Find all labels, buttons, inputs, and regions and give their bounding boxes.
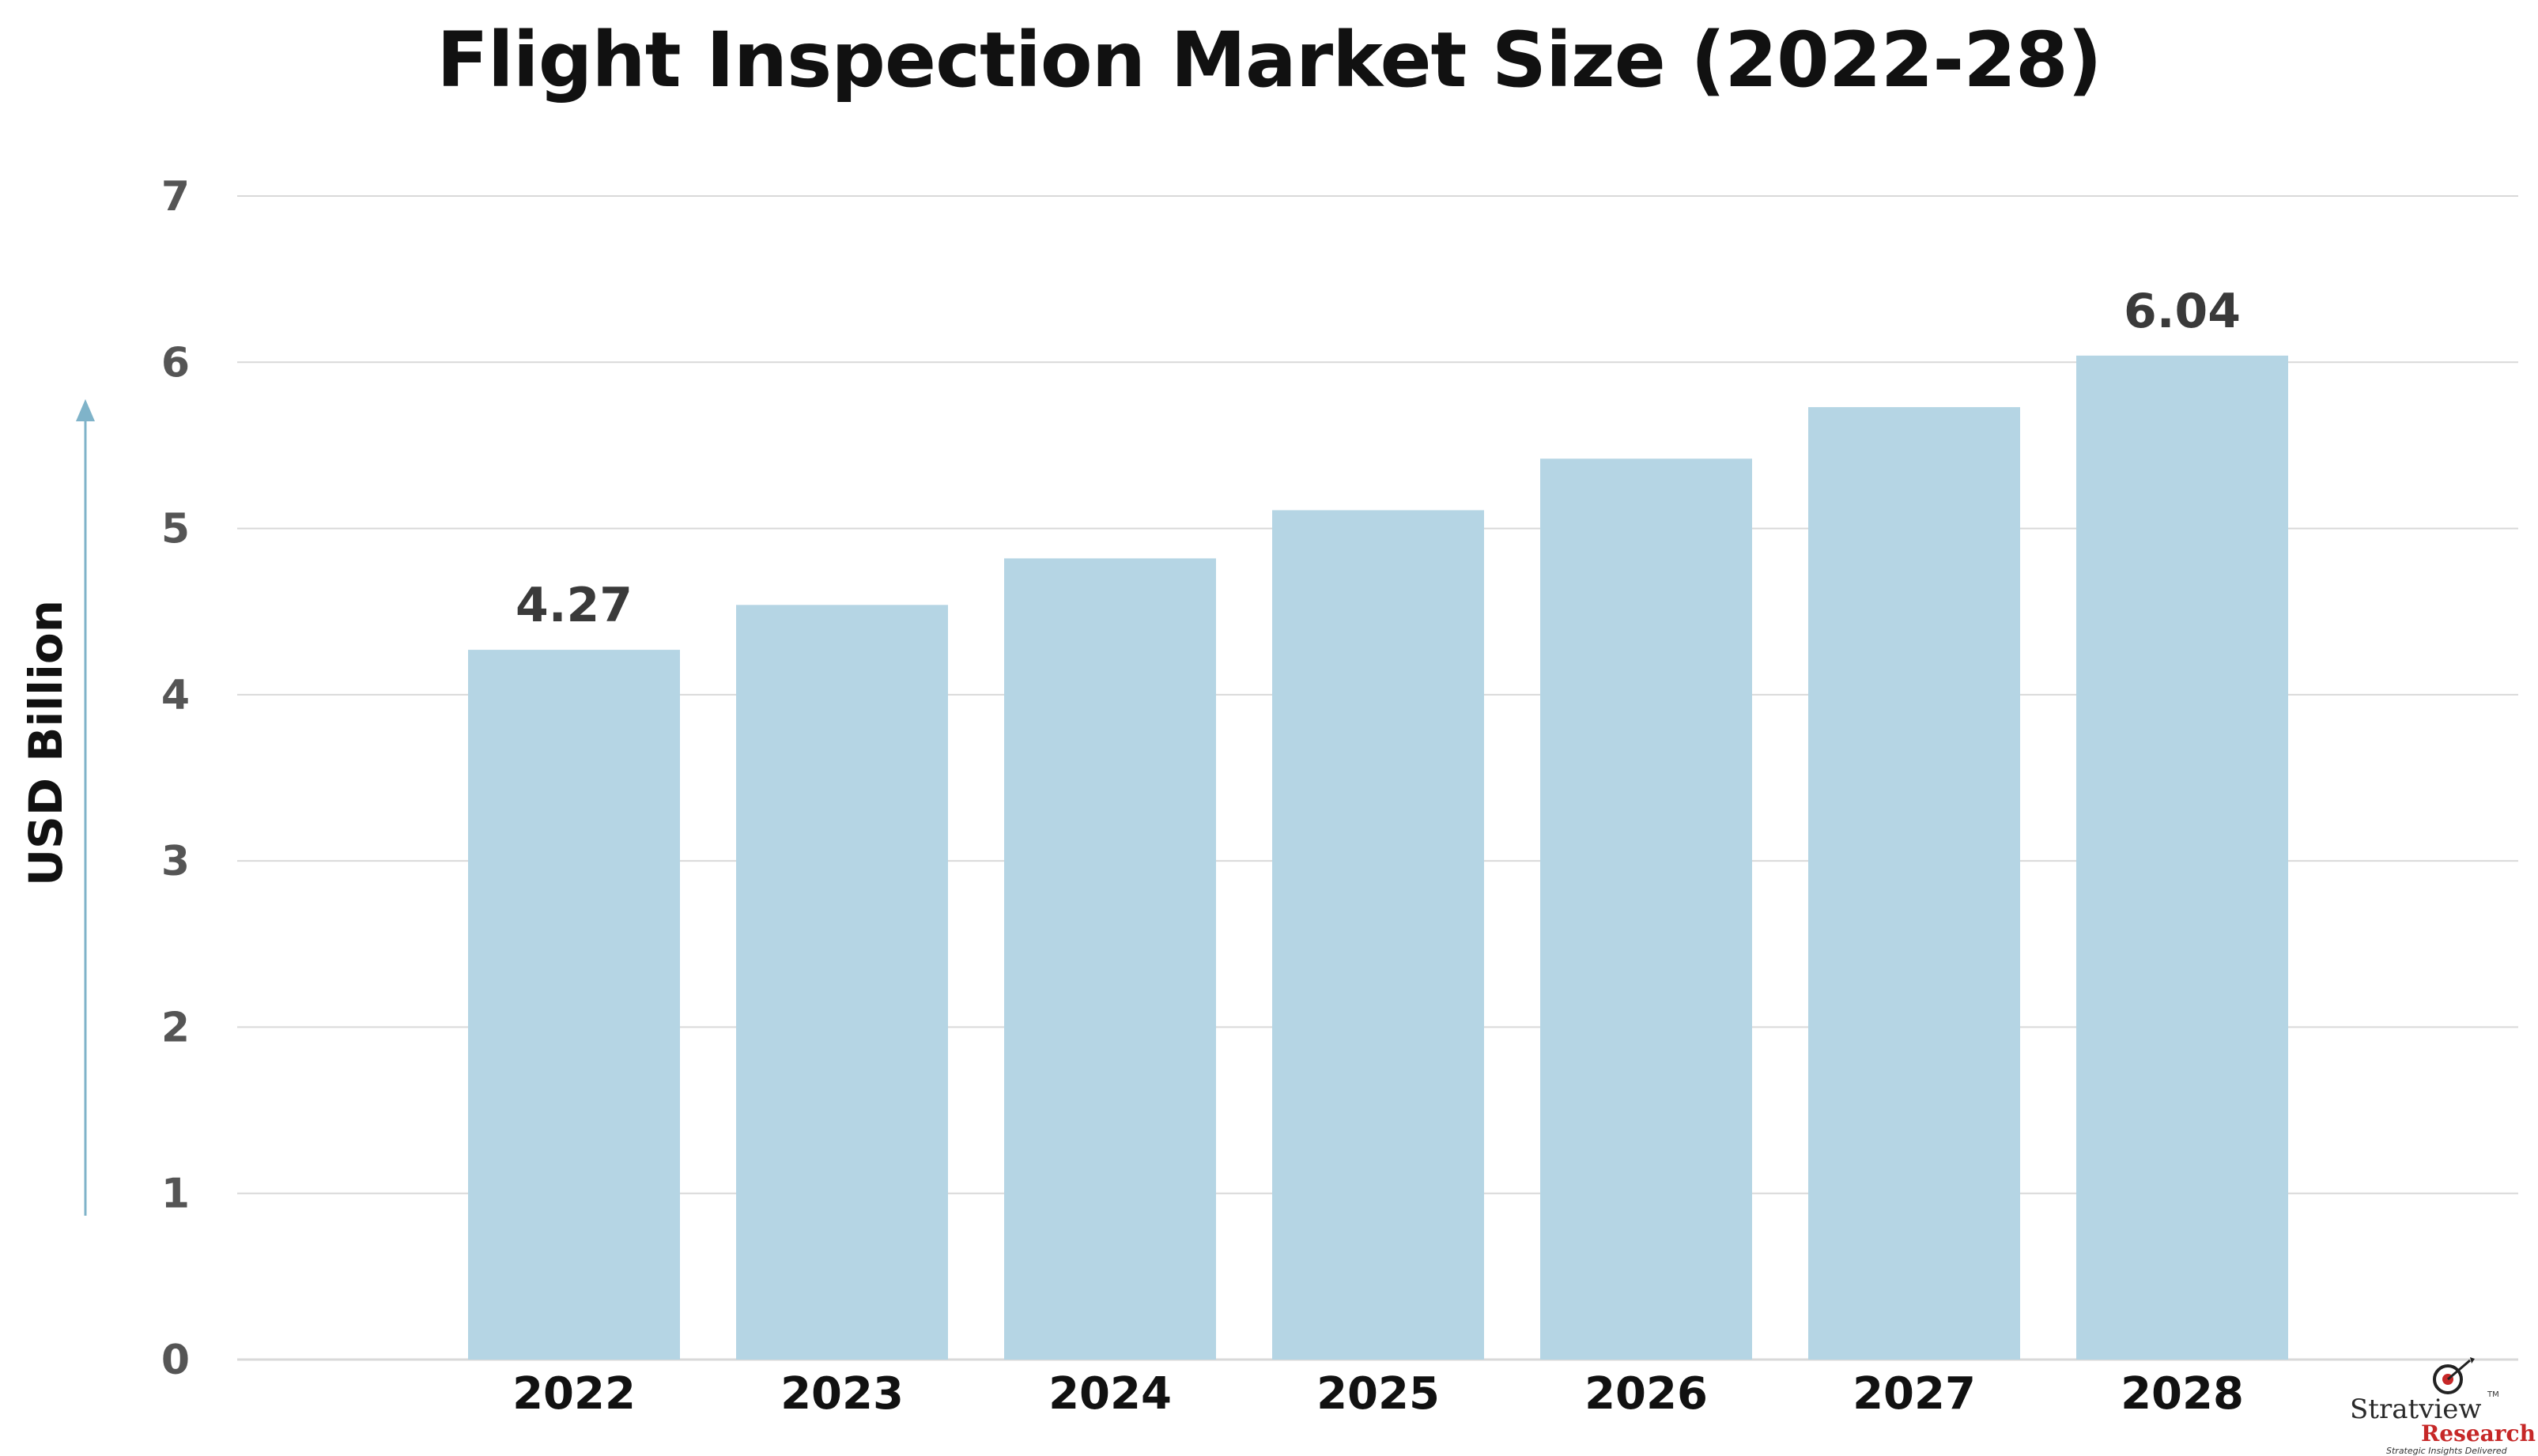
bar-2025	[1272, 510, 1484, 1360]
logo-trademark: TM	[2487, 1390, 2499, 1399]
x-tick-label: 2027	[1853, 1368, 1976, 1420]
x-tick-label: 2024	[1048, 1368, 1172, 1420]
data-label: 4.27	[516, 578, 633, 633]
x-tick-label: 2022	[512, 1368, 636, 1420]
y-tick-label: 5	[161, 506, 190, 553]
y-tick-label: 1	[161, 1171, 190, 1218]
logo-tagline: Strategic Insights Delivered	[2386, 1446, 2507, 1456]
y-tick-labels: 0 1 2 3 4 5 6 7	[161, 173, 190, 1384]
y-tick-label: 3	[161, 838, 190, 885]
x-tick-label: 2028	[2121, 1368, 2244, 1420]
chart-title: Flight Inspection Market Size (2022-28)	[436, 16, 2102, 104]
bar-2028	[2076, 355, 2288, 1360]
x-tick-label: 2023	[780, 1368, 904, 1420]
y-tick-label: 4	[161, 672, 190, 719]
x-tick-label: 2026	[1584, 1368, 1708, 1420]
logo-brand-stratview: Stratview	[2350, 1394, 2482, 1425]
bar-2022	[468, 650, 680, 1360]
stratview-logo: Stratview TM Research Strategic Insights…	[2340, 1356, 2536, 1456]
bar-2023	[736, 605, 948, 1360]
y-axis-arrow	[76, 399, 95, 1216]
data-labels: 4.27 6.04	[516, 284, 2241, 633]
data-label: 6.04	[2124, 284, 2241, 339]
y-tick-label: 6	[161, 339, 190, 387]
target-arrow-icon	[2433, 1357, 2475, 1394]
x-tick-label: 2025	[1316, 1368, 1440, 1420]
bar-2024	[1004, 558, 1216, 1360]
y-axis-arrow-head	[76, 399, 95, 421]
bar-2027	[1808, 407, 2020, 1360]
y-tick-label: 2	[161, 1004, 190, 1051]
bars	[468, 355, 2288, 1360]
x-tick-labels: 2022 2023 2024 2025 2026 2027 2028	[512, 1368, 2244, 1420]
logo-brand-research: Research	[2421, 1420, 2536, 1447]
y-tick-label: 7	[161, 173, 190, 221]
y-tick-label: 0	[161, 1337, 190, 1384]
bar-2026	[1540, 458, 1752, 1360]
